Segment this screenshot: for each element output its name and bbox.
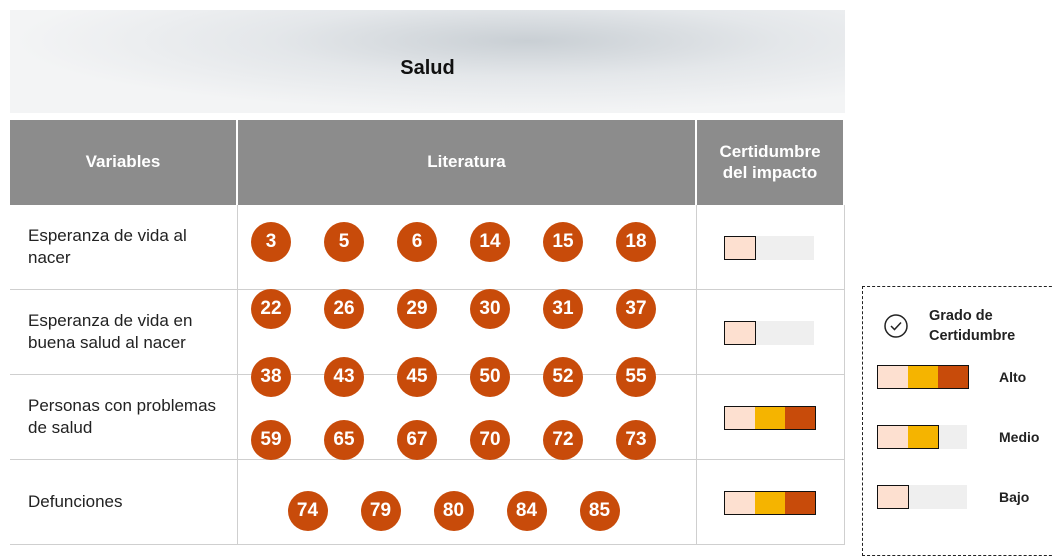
legend: Grado de Certidumbre Alto Medio Bajo (862, 286, 1052, 556)
certainty-segment (755, 407, 785, 429)
legend-label: Alto (999, 369, 1027, 385)
reference-badge: 65 (324, 420, 364, 460)
legend-label: Medio (999, 429, 1040, 445)
page: Salud Grado de Certidumbre Alto Medio Bajo… (10, 10, 1052, 556)
reference-badge: 15 (543, 222, 583, 262)
reference-badge: 3 (251, 222, 291, 262)
certainty-bar (724, 491, 816, 515)
header-banner: Salud (10, 10, 845, 113)
legend-title: Grado de Certidumbre (929, 308, 1016, 344)
reference-badge: 50 (470, 357, 510, 397)
reference-badge: 79 (360, 491, 401, 531)
reference-badge: 14 (470, 222, 510, 262)
certainty-segment (785, 492, 815, 514)
certainty-fill (877, 485, 909, 509)
column-header: Literatura (238, 120, 697, 205)
certainty-cell (697, 290, 845, 375)
reference-badge: 72 (543, 420, 583, 460)
certainty-bar (877, 425, 967, 449)
certainty-segment (755, 492, 785, 514)
certainty-bar (877, 365, 969, 389)
certainty-bar (724, 236, 814, 260)
certainty-segment (725, 492, 755, 514)
certainty-fill (724, 236, 756, 260)
reference-badge: 84 (506, 491, 547, 531)
certainty-segment (908, 426, 938, 448)
certainty-bar (724, 321, 814, 345)
reference-badge: 67 (397, 420, 437, 460)
certainty-bar (724, 406, 816, 430)
reference-badge: 73 (616, 420, 656, 460)
certainty-segment (878, 366, 908, 388)
reference-badge: 55 (616, 357, 656, 397)
variable-cell: Personas con problemas de salud (10, 375, 238, 460)
reference-badge: 59 (251, 420, 291, 460)
certainty-segment (938, 366, 968, 388)
header-title: Salud (400, 57, 455, 79)
certainty-segment (908, 366, 938, 388)
certainty-cell (697, 375, 845, 460)
certainty-bar (877, 485, 967, 509)
reference-badge: 70 (470, 420, 510, 460)
certainty-fill (724, 491, 816, 515)
variable-cell: Esperanza de vida al nacer (10, 205, 238, 290)
certainty-cell (697, 460, 845, 545)
certainty-segment (785, 407, 815, 429)
legend-label: Bajo (999, 489, 1030, 505)
reference-badge: 6 (397, 222, 437, 262)
column-header: Variables (10, 120, 238, 205)
reference-badge: 5 (324, 222, 364, 262)
certainty-fill (724, 321, 756, 345)
reference-badge: 45 (397, 357, 437, 397)
certainty-segment (878, 426, 908, 448)
reference-badge: 74 (287, 491, 328, 531)
reference-badge: 85 (579, 491, 620, 531)
certainty-segment (725, 407, 755, 429)
certainty-segment (725, 322, 755, 344)
reference-badge: 80 (433, 491, 474, 531)
reference-badge: 38 (251, 357, 291, 397)
column-header: Certidumbre del impacto (697, 120, 845, 205)
certainty-segment (878, 486, 908, 508)
check-icon (884, 314, 908, 338)
reference-badge: 26 (324, 289, 364, 329)
variable-cell: Defunciones (10, 460, 238, 545)
reference-badge: 31 (543, 289, 583, 329)
certainty-fill (877, 365, 969, 389)
reference-badge: 30 (470, 289, 510, 329)
certainty-fill (724, 406, 816, 430)
certainty-fill (877, 425, 939, 449)
reference-badge: 22 (251, 289, 291, 329)
reference-badge: 37 (616, 289, 656, 329)
certainty-cell (697, 205, 845, 290)
reference-badge: 52 (543, 357, 583, 397)
reference-badge: 43 (324, 357, 364, 397)
certainty-segment (725, 237, 755, 259)
reference-badge: 18 (616, 222, 656, 262)
reference-badge: 29 (397, 289, 437, 329)
variable-cell: Esperanza de vida en buena salud al nace… (10, 290, 238, 375)
